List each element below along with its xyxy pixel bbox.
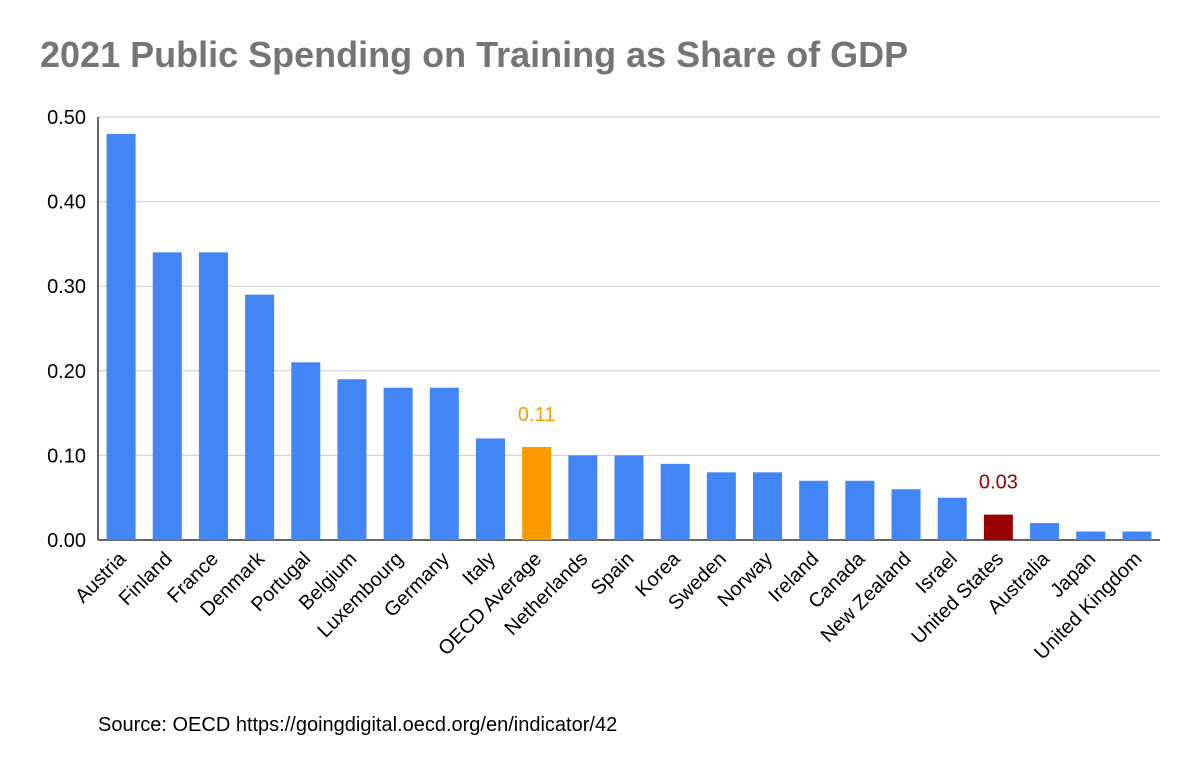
x-axis-labels: AustriaFinlandFranceDenmarkPortugalBelgi… — [71, 547, 1146, 664]
bar-israel — [937, 497, 967, 540]
bar-united-kingdom — [1122, 531, 1152, 540]
source-note: Source: OECD https://goingdigital.oecd.o… — [98, 714, 618, 736]
bar-germany — [429, 387, 459, 540]
bar-france — [198, 252, 228, 541]
y-tick-label: 0.40 — [47, 192, 86, 214]
bars — [106, 133, 1152, 541]
data-labels: 0.11 0.03 — [518, 404, 1018, 494]
bar-luxembourg — [383, 387, 413, 540]
bar-united-states — [983, 514, 1013, 540]
bar-new-zealand — [891, 489, 921, 540]
bar-austria — [106, 133, 136, 541]
y-tick-label: 0.50 — [47, 107, 86, 129]
bar-korea — [660, 463, 690, 540]
bar-oecd-average — [522, 446, 552, 540]
bar-canada — [845, 480, 875, 540]
bar-spain — [614, 455, 644, 540]
chart-title: 2021 Public Spending on Training as Shar… — [40, 34, 909, 75]
x-tick-label: Spain — [587, 548, 639, 600]
y-tick-label: 0.30 — [47, 276, 86, 298]
y-tick-label: 0.10 — [47, 445, 86, 467]
y-tick-label: 0.00 — [47, 530, 86, 552]
bar-ireland — [799, 480, 829, 540]
bar-denmark — [245, 294, 275, 540]
bar-italy — [475, 438, 505, 540]
bar-japan — [1076, 531, 1106, 540]
bar-sweden — [706, 472, 736, 540]
bar-portugal — [291, 362, 321, 540]
bar-finland — [152, 252, 182, 541]
bar-belgium — [337, 379, 367, 540]
bar-netherlands — [568, 455, 598, 540]
data-label: 0.03 — [979, 472, 1018, 494]
x-tick-label: Italy — [459, 548, 500, 589]
y-axis-ticks: 0.00 0.10 0.20 0.30 0.40 0.50 — [47, 107, 86, 552]
y-tick-label: 0.20 — [47, 361, 86, 383]
bar-australia — [1030, 523, 1060, 540]
bar-norway — [753, 472, 783, 540]
data-label: 0.11 — [518, 404, 555, 426]
